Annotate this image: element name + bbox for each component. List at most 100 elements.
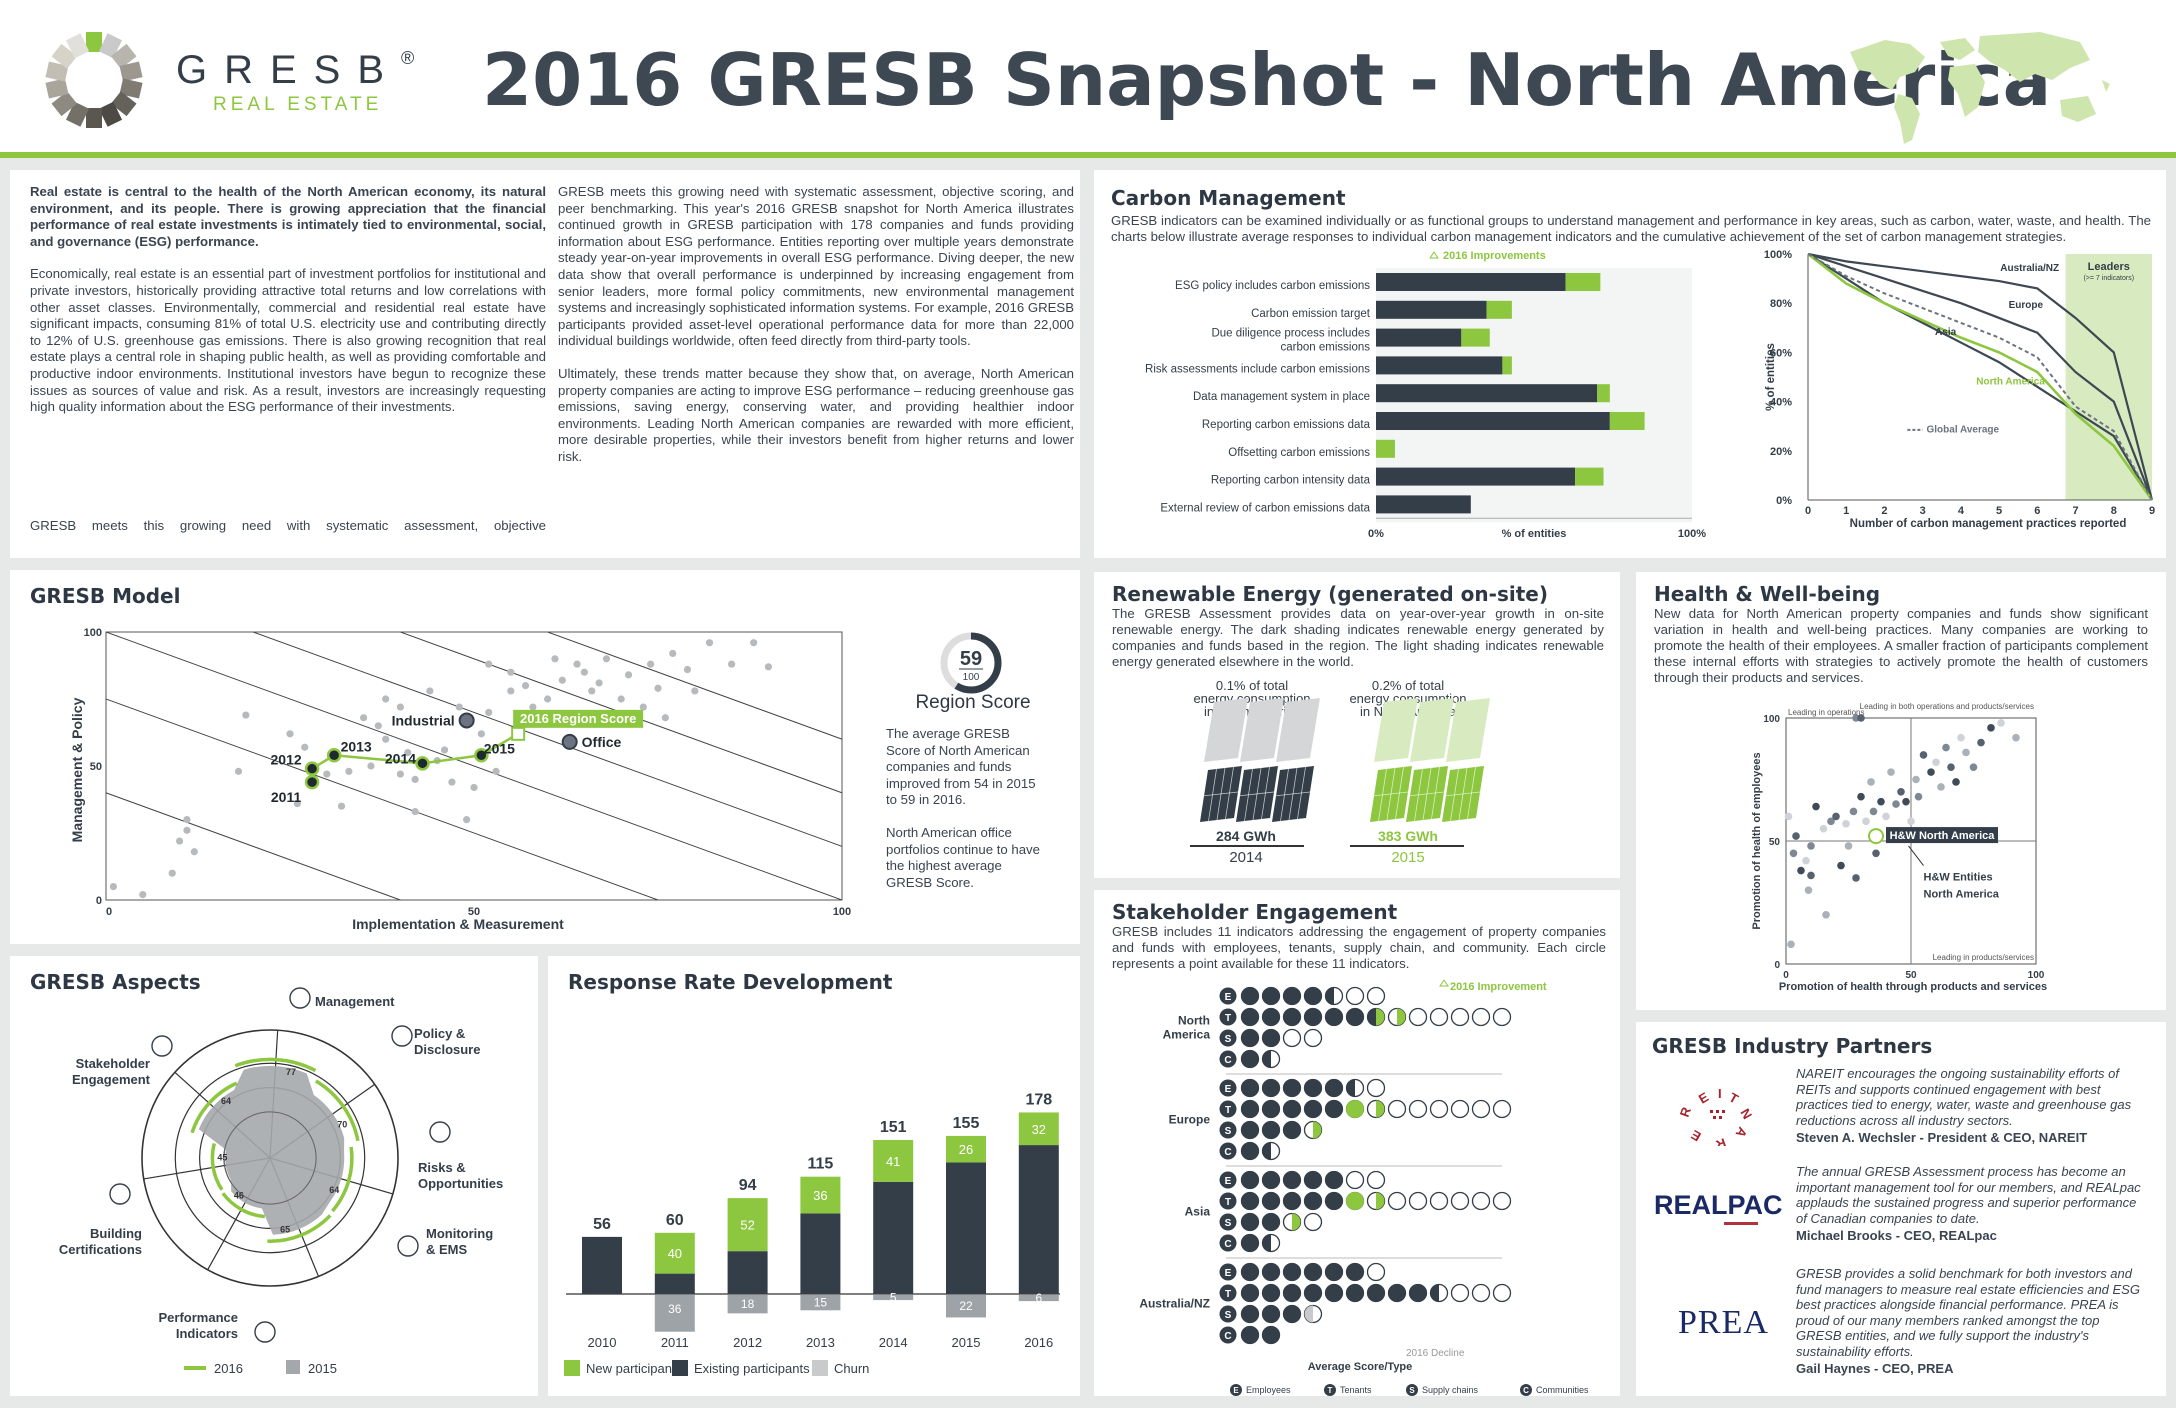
partner-prea-quote: GRESB provides a solid benchmark for bot… [1796, 1266, 2140, 1359]
stake-type-badge [1219, 1234, 1237, 1252]
stake-type-letter: E [1225, 1176, 1232, 1187]
stake-dot [1282, 1007, 1302, 1027]
stake-legend-letter: C [1523, 1386, 1529, 1395]
carbon-bar-2015 [1376, 467, 1576, 486]
stake-dot [1345, 986, 1365, 1006]
model-diagonal [106, 792, 401, 900]
model-peer-point [647, 660, 655, 668]
stake-type-badge [1219, 1192, 1237, 1210]
health-ytick: 0 [1774, 960, 1780, 971]
stake-dot [1282, 1170, 1302, 1190]
response-churn-bar [946, 1295, 986, 1318]
svg-text:T: T [1727, 1090, 1741, 1107]
stake-type-letter: T [1225, 1289, 1231, 1300]
stake-dot [1492, 1007, 1512, 1027]
stake-type-badge [1219, 1100, 1237, 1118]
model-peer-point [455, 703, 463, 711]
radar-aspect-label: Disclosure [414, 1042, 480, 1057]
radar-2015-area [198, 1065, 345, 1235]
carbon-line-xtick: 7 [2072, 505, 2078, 517]
radar-ring [141, 1029, 399, 1287]
model-peer-point [669, 649, 677, 658]
stake-dot [1345, 1283, 1365, 1303]
health-entity-point [1807, 842, 1815, 850]
stake-dot [1240, 1099, 1260, 1119]
renewable-panel: Renewable Energy (generated on-site) The… [1094, 572, 1620, 878]
solar-grid-line [1273, 791, 1311, 797]
health-quadrant-prod: Leading in products/services [1933, 953, 2034, 962]
response-new-bar [946, 1135, 986, 1163]
stake-dot [1303, 1078, 1323, 1098]
stake-dot-improvement-half [1292, 1213, 1301, 1231]
model-peer-point [617, 695, 625, 703]
model-peer-point [293, 799, 301, 808]
carbon-line-series [1807, 252, 2154, 501]
stake-dot [1450, 1283, 1470, 1303]
stake-legend-badge [1230, 1384, 1242, 1396]
response-total-label: 115 [807, 1156, 833, 1173]
stake-type-badge [1219, 987, 1237, 1005]
carbon-bar-label: Carbon emission target [1251, 308, 1371, 320]
response-total-label: 178 [1025, 1091, 1052, 1108]
stake-type-letter: T [1225, 1105, 1231, 1116]
response-existing-bar [800, 1213, 841, 1294]
intro-paragraph-2: GRESB meets this growing need with syste… [558, 184, 1074, 349]
stake-dot [1303, 1262, 1323, 1282]
stakeholder-icon [151, 1035, 173, 1057]
stake-dot [1303, 1170, 1323, 1190]
logo-segment [86, 32, 102, 52]
stake-dot [1261, 986, 1281, 1006]
gresb-model-title: GRESB Model [30, 584, 181, 608]
renew-2015-year: 2015 [1391, 849, 1424, 866]
stake-dot-improvement [1346, 1100, 1364, 1118]
radar-aspect-label: Certifications [59, 1242, 142, 1257]
response-total-label: 151 [880, 1119, 907, 1136]
stake-region-label: Europe [1169, 1113, 1211, 1127]
model-year-point [474, 748, 489, 763]
stake-dot [1345, 1262, 1365, 1282]
gresb-model-panel: GRESB Model 2016 Region Score 2011 2012 201… [10, 570, 1080, 944]
carbon-line-ytick: 0% [1776, 495, 1792, 507]
management-icon [289, 987, 311, 1009]
health-entity-point [1797, 866, 1805, 875]
stake-type-letter: S [1225, 1310, 1232, 1321]
model-peer-point [764, 663, 773, 671]
stake-dot-improvement-half [1376, 1008, 1385, 1026]
model-peer-point [426, 687, 434, 695]
solar-panel-back [1374, 698, 1418, 762]
carbon-bar-label: Risk assessments include carbon emission… [1145, 363, 1370, 375]
response-title: Response Rate Development [568, 970, 893, 994]
radar-aspect-label: Policy & [414, 1026, 465, 1041]
carbon-bar-label: Data management system in place [1193, 391, 1370, 403]
radar-ring [174, 1062, 366, 1254]
stake-dot [1429, 1191, 1449, 1211]
carbon-bar-xlabel: % of entities [1502, 528, 1567, 540]
health-hw-tag [1886, 827, 1998, 844]
carbon-bar-label: Due diligence process includes [1211, 328, 1370, 340]
model-peer-point [573, 660, 581, 668]
stake-dot [1408, 1191, 1428, 1211]
carbon-improvement-label: 2016 Improvements [1443, 250, 1546, 262]
carbon-bar-improvement [1502, 356, 1512, 375]
model-peer-point [580, 668, 589, 676]
model-peer-point [440, 746, 449, 754]
svg-text:N: N [1737, 1106, 1755, 1122]
model-ytick: 50 [90, 761, 102, 773]
stake-dot [1345, 1170, 1365, 1190]
radar-2016-value: 64 [221, 1096, 231, 1106]
stake-type-letter: C [1224, 1055, 1231, 1066]
policy-icon [391, 1025, 413, 1047]
model-peer-point [750, 639, 758, 647]
model-peer-point [654, 684, 662, 692]
svg-text:A: A [1732, 1125, 1750, 1141]
health-entity-point [1997, 719, 2005, 727]
stake-region-label: North [1178, 1014, 1210, 1028]
model-year-label: 2011 [271, 789, 302, 805]
stake-dot [1261, 1028, 1281, 1048]
model-peer-point [396, 770, 404, 778]
stake-dot [1450, 1099, 1470, 1119]
response-churn-value: 15 [814, 1296, 828, 1310]
renew-2015-pct: 0.2% of total [1372, 678, 1444, 693]
health-entity-point [1849, 807, 1858, 816]
carbon-line-xtick: 2 [1881, 505, 1887, 517]
